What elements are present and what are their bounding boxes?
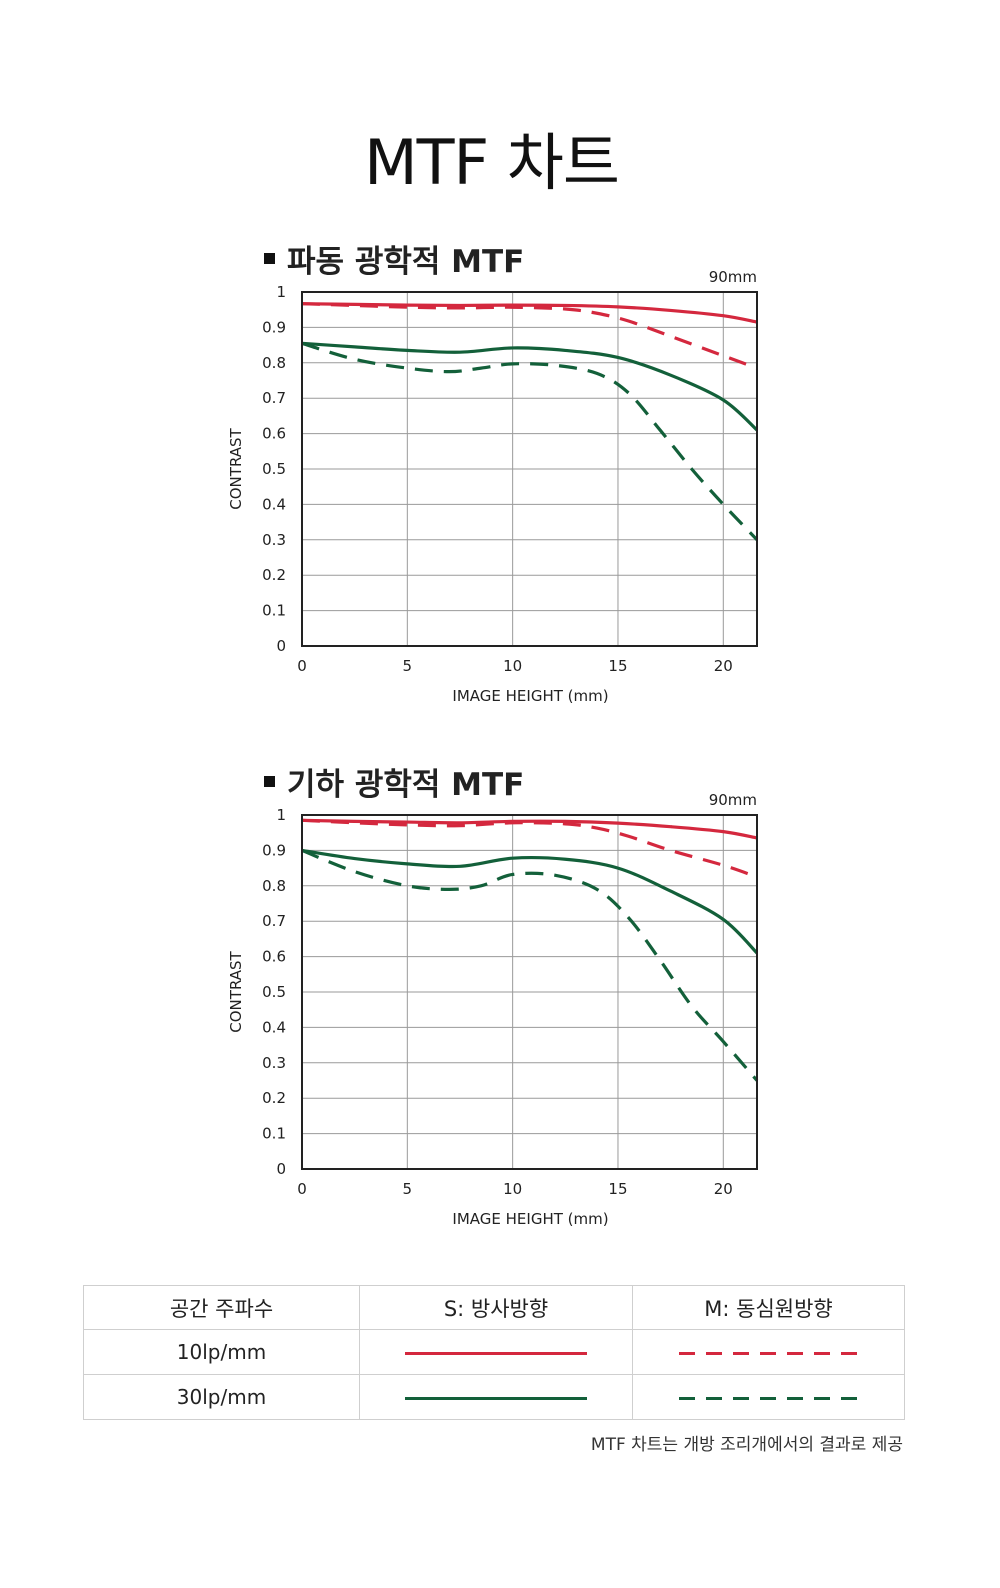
legend-sample-10lp-meridional bbox=[632, 1329, 905, 1375]
legend-header-meridional: M: 동심원방향 bbox=[632, 1285, 905, 1330]
y-tick-label: 0.6 bbox=[262, 425, 286, 443]
y-tick-label: 0.3 bbox=[262, 531, 286, 549]
y-tick-label: 0 bbox=[276, 637, 286, 655]
mtf-chart-geometric-optics: 00.10.20.30.40.50.60.70.80.910 5 10 15 2090m… bbox=[227, 791, 759, 1228]
focal-length-label: 90mm bbox=[709, 268, 757, 286]
y-axis-label: CONTRAST bbox=[227, 950, 245, 1032]
green-dashed-line-sample bbox=[678, 1397, 859, 1400]
y-tick-label: 1 bbox=[276, 806, 286, 824]
y-axis-label: CONTRAST bbox=[227, 427, 245, 509]
x-axis-label: IMAGE HEIGHT (mm) bbox=[452, 1210, 608, 1228]
x-tick-label: 0 bbox=[297, 657, 307, 675]
y-tick-label: 0.8 bbox=[262, 354, 286, 372]
focal-length-label: 90mm bbox=[709, 791, 757, 809]
y-tick-label: 0.9 bbox=[262, 841, 286, 859]
red-solid-line-sample bbox=[405, 1352, 587, 1355]
x-tick-label: 5 bbox=[403, 1180, 413, 1198]
x-tick-label: 15 bbox=[608, 1180, 627, 1198]
legend-frequency-10lp: 10lp/mm bbox=[83, 1329, 360, 1375]
x-tick-label: 15 bbox=[608, 657, 627, 675]
green-solid-line-sample bbox=[405, 1397, 587, 1400]
y-tick-label: 0.1 bbox=[262, 1125, 286, 1143]
y-tick-label: 0 bbox=[276, 1160, 286, 1178]
x-axis-label: IMAGE HEIGHT (mm) bbox=[452, 687, 608, 705]
y-tick-label: 0.5 bbox=[262, 460, 286, 478]
y-tick-label: 0.3 bbox=[262, 1054, 286, 1072]
y-tick-label: 0.4 bbox=[262, 1018, 286, 1036]
footnote: MTF 차트는 개방 조리개에서의 결과로 제공 bbox=[590, 1435, 903, 1455]
chart-title-text: 기하 광학적 MTF bbox=[287, 767, 525, 803]
y-tick-label: 0.2 bbox=[262, 1089, 286, 1107]
series-line-green-solid bbox=[301, 848, 759, 955]
plot-frame bbox=[301, 291, 758, 647]
x-tick-label: 10 bbox=[503, 1180, 522, 1198]
legend-frequency-30lp: 30lp/mm bbox=[83, 1374, 360, 1420]
x-tick-label: 0 bbox=[297, 1180, 307, 1198]
legend-header-frequency: 공간 주파수 bbox=[83, 1285, 360, 1330]
series-line-red-solid bbox=[301, 818, 758, 840]
legend-header-row: 공간 주파수 S: 방사방향 M: 동심원방향 bbox=[83, 1285, 905, 1330]
chart-title-geometric-optics: 기하 광학적 MTF bbox=[264, 759, 524, 804]
page-title: MTF 차트 bbox=[364, 126, 620, 199]
x-tick-label: 10 bbox=[503, 657, 522, 675]
series-line-green-solid bbox=[301, 341, 759, 432]
y-tick-label: 0.7 bbox=[262, 389, 286, 407]
y-tick-label: 0.8 bbox=[262, 877, 286, 895]
y-tick-label: 0.6 bbox=[262, 948, 286, 966]
legend-sample-30lp-sagittal bbox=[359, 1374, 633, 1420]
red-dashed-line-sample bbox=[678, 1352, 859, 1355]
plot-frame bbox=[301, 814, 758, 1170]
square-bullet-icon bbox=[264, 253, 275, 264]
square-bullet-icon bbox=[264, 776, 275, 787]
series-line-red-dashed bbox=[301, 818, 758, 879]
chart-title-wave-optics: 파동 광학적 MTF bbox=[264, 236, 524, 281]
legend-row-10lp: 10lp/mm bbox=[83, 1329, 905, 1375]
y-tick-label: 1 bbox=[276, 283, 286, 301]
y-tick-label: 0.1 bbox=[262, 602, 286, 620]
series-line-red-dashed bbox=[301, 302, 758, 370]
mtf-chart-wave-optics: 00.10.20.30.40.50.60.70.80.910 5 10 15 2090m… bbox=[227, 268, 759, 705]
series-line-green-dashed bbox=[301, 848, 759, 1082]
series-line-red-solid bbox=[301, 302, 758, 324]
x-tick-label: 20 bbox=[714, 657, 733, 675]
legend-header-sagittal: S: 방사방향 bbox=[359, 1285, 633, 1330]
y-tick-label: 0.9 bbox=[262, 318, 286, 336]
series-line-green-dashed bbox=[301, 341, 759, 541]
y-tick-label: 0.7 bbox=[262, 912, 286, 930]
legend-sample-10lp-sagittal bbox=[359, 1329, 633, 1375]
legend-sample-30lp-meridional bbox=[632, 1374, 905, 1420]
x-tick-label: 5 bbox=[403, 657, 413, 675]
x-tick-label: 20 bbox=[714, 1180, 733, 1198]
y-tick-label: 0.5 bbox=[262, 983, 286, 1001]
y-tick-label: 0.2 bbox=[262, 566, 286, 584]
legend-row-30lp: 30lp/mm bbox=[83, 1374, 905, 1420]
y-tick-label: 0.4 bbox=[262, 495, 286, 513]
legend-table: 공간 주파수 S: 방사방향 M: 동심원방향 10lp/mm 30lp/mm bbox=[83, 1285, 905, 1420]
chart-title-text: 파동 광학적 MTF bbox=[287, 244, 525, 280]
